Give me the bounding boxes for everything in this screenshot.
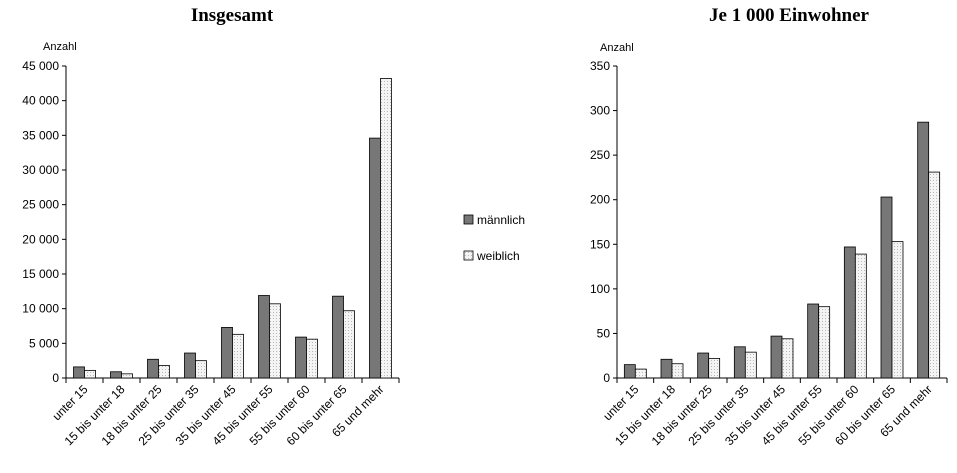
bar-maennlich bbox=[880, 196, 893, 379]
bar-weiblich bbox=[744, 351, 757, 379]
legend-label-weiblich: weiblich bbox=[476, 249, 520, 263]
legend-label-maennlich: männlich bbox=[477, 213, 525, 227]
bar-weiblich bbox=[380, 78, 392, 379]
y-tick-label: 0 bbox=[52, 371, 59, 385]
y-tick-label: 50 bbox=[597, 326, 611, 340]
y-tick-label: 200 bbox=[590, 193, 610, 207]
chart-title-insgesamt: Insgesamt bbox=[191, 5, 274, 26]
bar-weiblich bbox=[854, 253, 867, 379]
bar-weiblich bbox=[232, 333, 244, 379]
bar-maennlich bbox=[295, 336, 307, 379]
bar-weiblich bbox=[121, 373, 133, 379]
y-tick-label: 15 000 bbox=[22, 267, 59, 281]
legend-swatch-maennlich bbox=[463, 214, 474, 225]
chart-je-1000-einwohner: Je 1 000 Einwohner Anzahl 0 50 100 150 200 250 3… bbox=[590, 5, 948, 448]
bar-weiblich bbox=[84, 369, 96, 379]
bar-maennlich bbox=[660, 358, 673, 379]
bar-maennlich bbox=[917, 121, 930, 379]
bar-maennlich bbox=[770, 335, 783, 379]
y-tick-label: 35 000 bbox=[22, 128, 59, 142]
legend-swatch-weiblich bbox=[463, 250, 474, 261]
bar-maennlich bbox=[807, 303, 820, 379]
bar-weiblich bbox=[343, 310, 355, 379]
y-tick-label: 20 000 bbox=[22, 232, 59, 246]
bar-maennlich bbox=[332, 295, 344, 379]
bar-maennlich bbox=[369, 137, 381, 379]
chart-title-je-1000: Je 1 000 Einwohner bbox=[709, 5, 869, 26]
y-tick-label: 25 000 bbox=[22, 198, 59, 212]
bar-weiblich bbox=[195, 360, 207, 379]
bar-maennlich bbox=[733, 346, 746, 379]
bar-weiblich bbox=[634, 368, 647, 379]
bar-maennlich bbox=[73, 366, 85, 379]
y-tick-label: 40 000 bbox=[22, 94, 59, 108]
y-tick-label: 10 000 bbox=[22, 302, 59, 316]
y-tick-label: 300 bbox=[590, 104, 610, 118]
bar-maennlich bbox=[623, 364, 636, 379]
bar-maennlich bbox=[184, 352, 196, 379]
bar-weiblich bbox=[306, 338, 318, 379]
bar-weiblich bbox=[158, 365, 170, 379]
bar-weiblich bbox=[818, 306, 831, 379]
y-axis-unit-label-je-1000: Anzahl bbox=[600, 42, 634, 54]
bar-weiblich bbox=[671, 363, 684, 379]
y-tick-label: 45 000 bbox=[22, 59, 59, 73]
y-tick-label: 150 bbox=[590, 237, 610, 251]
y-tick-label: 250 bbox=[590, 148, 610, 162]
bar-maennlich bbox=[147, 358, 159, 379]
chart-insgesamt: Insgesamt Anzahl 0 5 000 10 000 15 000 20 000 2… bbox=[22, 5, 400, 448]
legend: männlich weiblich bbox=[463, 213, 525, 263]
bar-maennlich bbox=[697, 352, 710, 379]
bar-weiblich bbox=[891, 241, 904, 379]
y-axis-unit-label-insgesamt: Anzahl bbox=[43, 41, 77, 53]
y-tick-label: 350 bbox=[590, 59, 610, 73]
bar-maennlich bbox=[221, 326, 233, 379]
y-tick-label: 0 bbox=[603, 371, 610, 385]
y-tick-label: 30 000 bbox=[22, 163, 59, 177]
bar-maennlich bbox=[110, 371, 122, 379]
bar-maennlich bbox=[843, 246, 856, 379]
bar-weiblich bbox=[269, 303, 281, 379]
bar-weiblich bbox=[928, 171, 941, 379]
y-tick-label: 5 000 bbox=[29, 336, 59, 350]
y-tick-label: 100 bbox=[590, 282, 610, 296]
bar-weiblich bbox=[708, 357, 721, 379]
bar-weiblich bbox=[781, 338, 794, 379]
bar-maennlich bbox=[258, 295, 270, 379]
